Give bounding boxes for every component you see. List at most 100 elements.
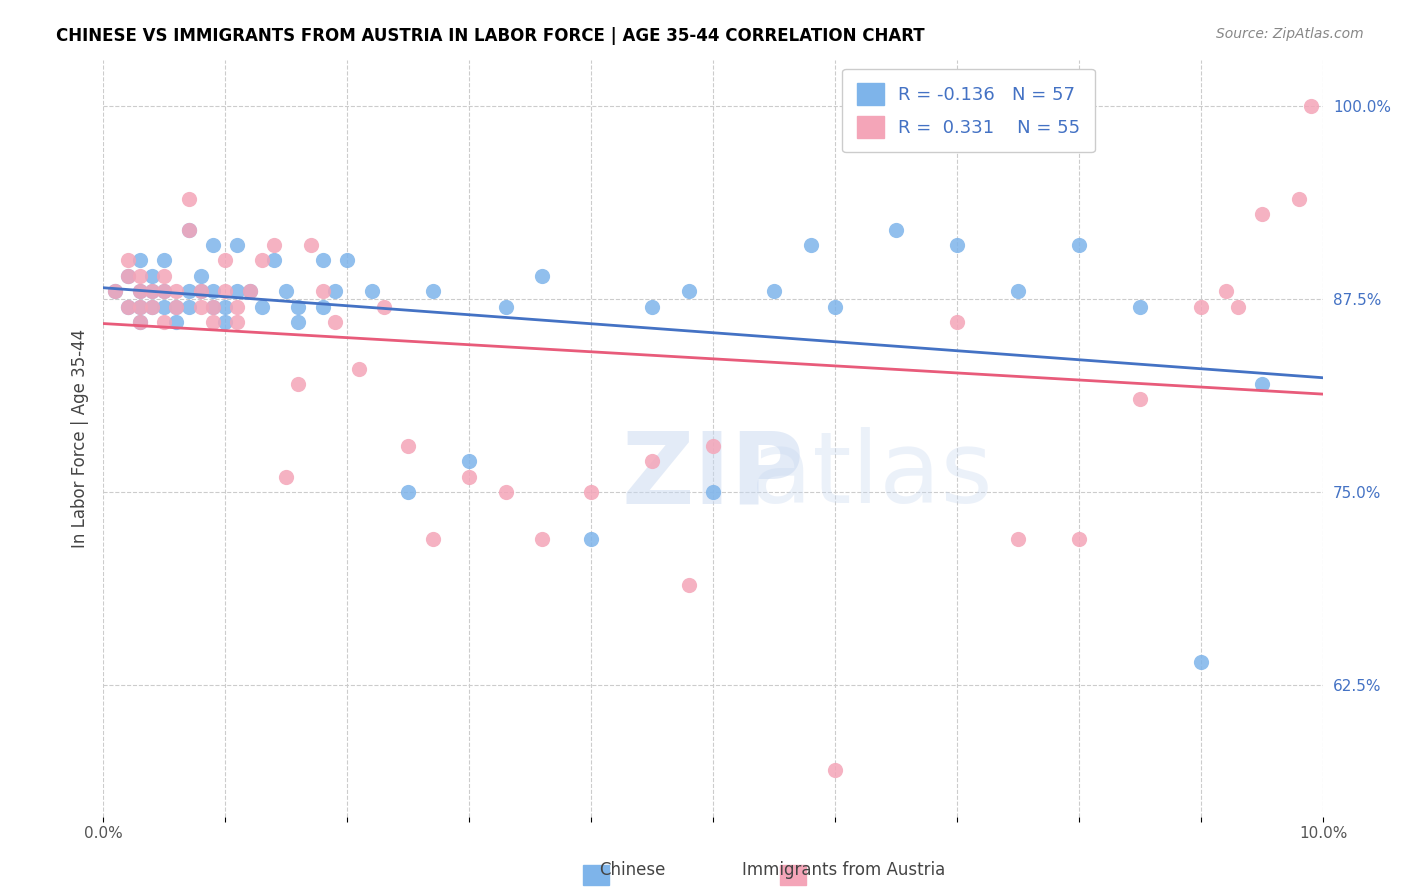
Point: [336, 253, 359, 268]
Point: [678, 285, 700, 299]
Point: [165, 300, 187, 314]
Point: [1069, 532, 1091, 546]
Legend: R = -0.136   N = 57, R =  0.331    N = 55: R = -0.136 N = 57, R = 0.331 N = 55: [842, 69, 1095, 153]
Point: [177, 222, 200, 236]
Y-axis label: In Labor Force | Age 35-44: In Labor Force | Age 35-44: [72, 328, 89, 548]
Point: [177, 285, 200, 299]
Point: [165, 300, 187, 314]
Point: [128, 315, 150, 329]
Point: [1189, 300, 1212, 314]
Point: [1129, 300, 1152, 314]
Point: [117, 300, 139, 314]
Point: [141, 285, 163, 299]
Point: [495, 300, 517, 314]
Point: [117, 268, 139, 283]
Point: [312, 300, 335, 314]
Point: [141, 300, 163, 314]
Point: [128, 300, 150, 314]
Point: [214, 253, 236, 268]
Point: [458, 469, 481, 483]
Point: [323, 285, 346, 299]
Point: [165, 285, 187, 299]
Point: [1288, 192, 1310, 206]
Text: atlas: atlas: [751, 427, 993, 524]
Point: [323, 315, 346, 329]
Point: [495, 485, 517, 500]
Point: [1215, 285, 1237, 299]
Point: [128, 300, 150, 314]
Point: [641, 454, 664, 468]
Point: [165, 315, 187, 329]
Point: [1129, 392, 1152, 407]
Point: [153, 268, 176, 283]
Point: [287, 300, 309, 314]
Point: [104, 285, 127, 299]
Point: [1251, 207, 1274, 221]
Point: [190, 300, 212, 314]
Point: [128, 268, 150, 283]
Point: [1226, 300, 1249, 314]
Point: [141, 300, 163, 314]
Point: [177, 222, 200, 236]
Point: [201, 285, 224, 299]
Point: [1251, 377, 1274, 392]
Text: Chinese: Chinese: [599, 861, 666, 879]
Point: [153, 315, 176, 329]
Point: [104, 285, 127, 299]
Point: [263, 238, 285, 252]
Point: [1007, 532, 1029, 546]
Point: [226, 238, 249, 252]
Point: [763, 285, 786, 299]
Point: [177, 192, 200, 206]
Point: [153, 285, 176, 299]
Point: [128, 285, 150, 299]
Point: [201, 300, 224, 314]
Text: ZIP: ZIP: [621, 427, 804, 524]
Point: [238, 285, 260, 299]
Point: [824, 300, 846, 314]
Point: [117, 300, 139, 314]
Point: [177, 300, 200, 314]
Point: [373, 300, 395, 314]
Point: [153, 253, 176, 268]
Point: [299, 238, 322, 252]
Point: [276, 469, 298, 483]
Point: [117, 253, 139, 268]
Point: [1189, 655, 1212, 669]
Point: [214, 315, 236, 329]
Point: [531, 268, 554, 283]
Point: [276, 285, 298, 299]
Point: [153, 285, 176, 299]
Point: [263, 253, 285, 268]
Text: CHINESE VS IMMIGRANTS FROM AUSTRIA IN LABOR FORCE | AGE 35-44 CORRELATION CHART: CHINESE VS IMMIGRANTS FROM AUSTRIA IN LA…: [56, 27, 925, 45]
Point: [190, 285, 212, 299]
Text: Immigrants from Austria: Immigrants from Austria: [742, 861, 945, 879]
Point: [1007, 285, 1029, 299]
Point: [579, 485, 602, 500]
Point: [396, 439, 419, 453]
Point: [422, 532, 444, 546]
Point: [128, 315, 150, 329]
Point: [238, 285, 260, 299]
Point: [360, 285, 382, 299]
Point: [287, 315, 309, 329]
Point: [349, 361, 371, 376]
Point: [201, 315, 224, 329]
Point: [128, 253, 150, 268]
Point: [946, 315, 969, 329]
Text: Source: ZipAtlas.com: Source: ZipAtlas.com: [1216, 27, 1364, 41]
Point: [422, 285, 444, 299]
Point: [226, 315, 249, 329]
Point: [531, 532, 554, 546]
Point: [201, 300, 224, 314]
Point: [312, 253, 335, 268]
Point: [800, 238, 823, 252]
Point: [579, 532, 602, 546]
Point: [702, 485, 724, 500]
Point: [312, 285, 335, 299]
Point: [190, 268, 212, 283]
Point: [153, 300, 176, 314]
Point: [1299, 99, 1322, 113]
Point: [117, 268, 139, 283]
Point: [141, 285, 163, 299]
